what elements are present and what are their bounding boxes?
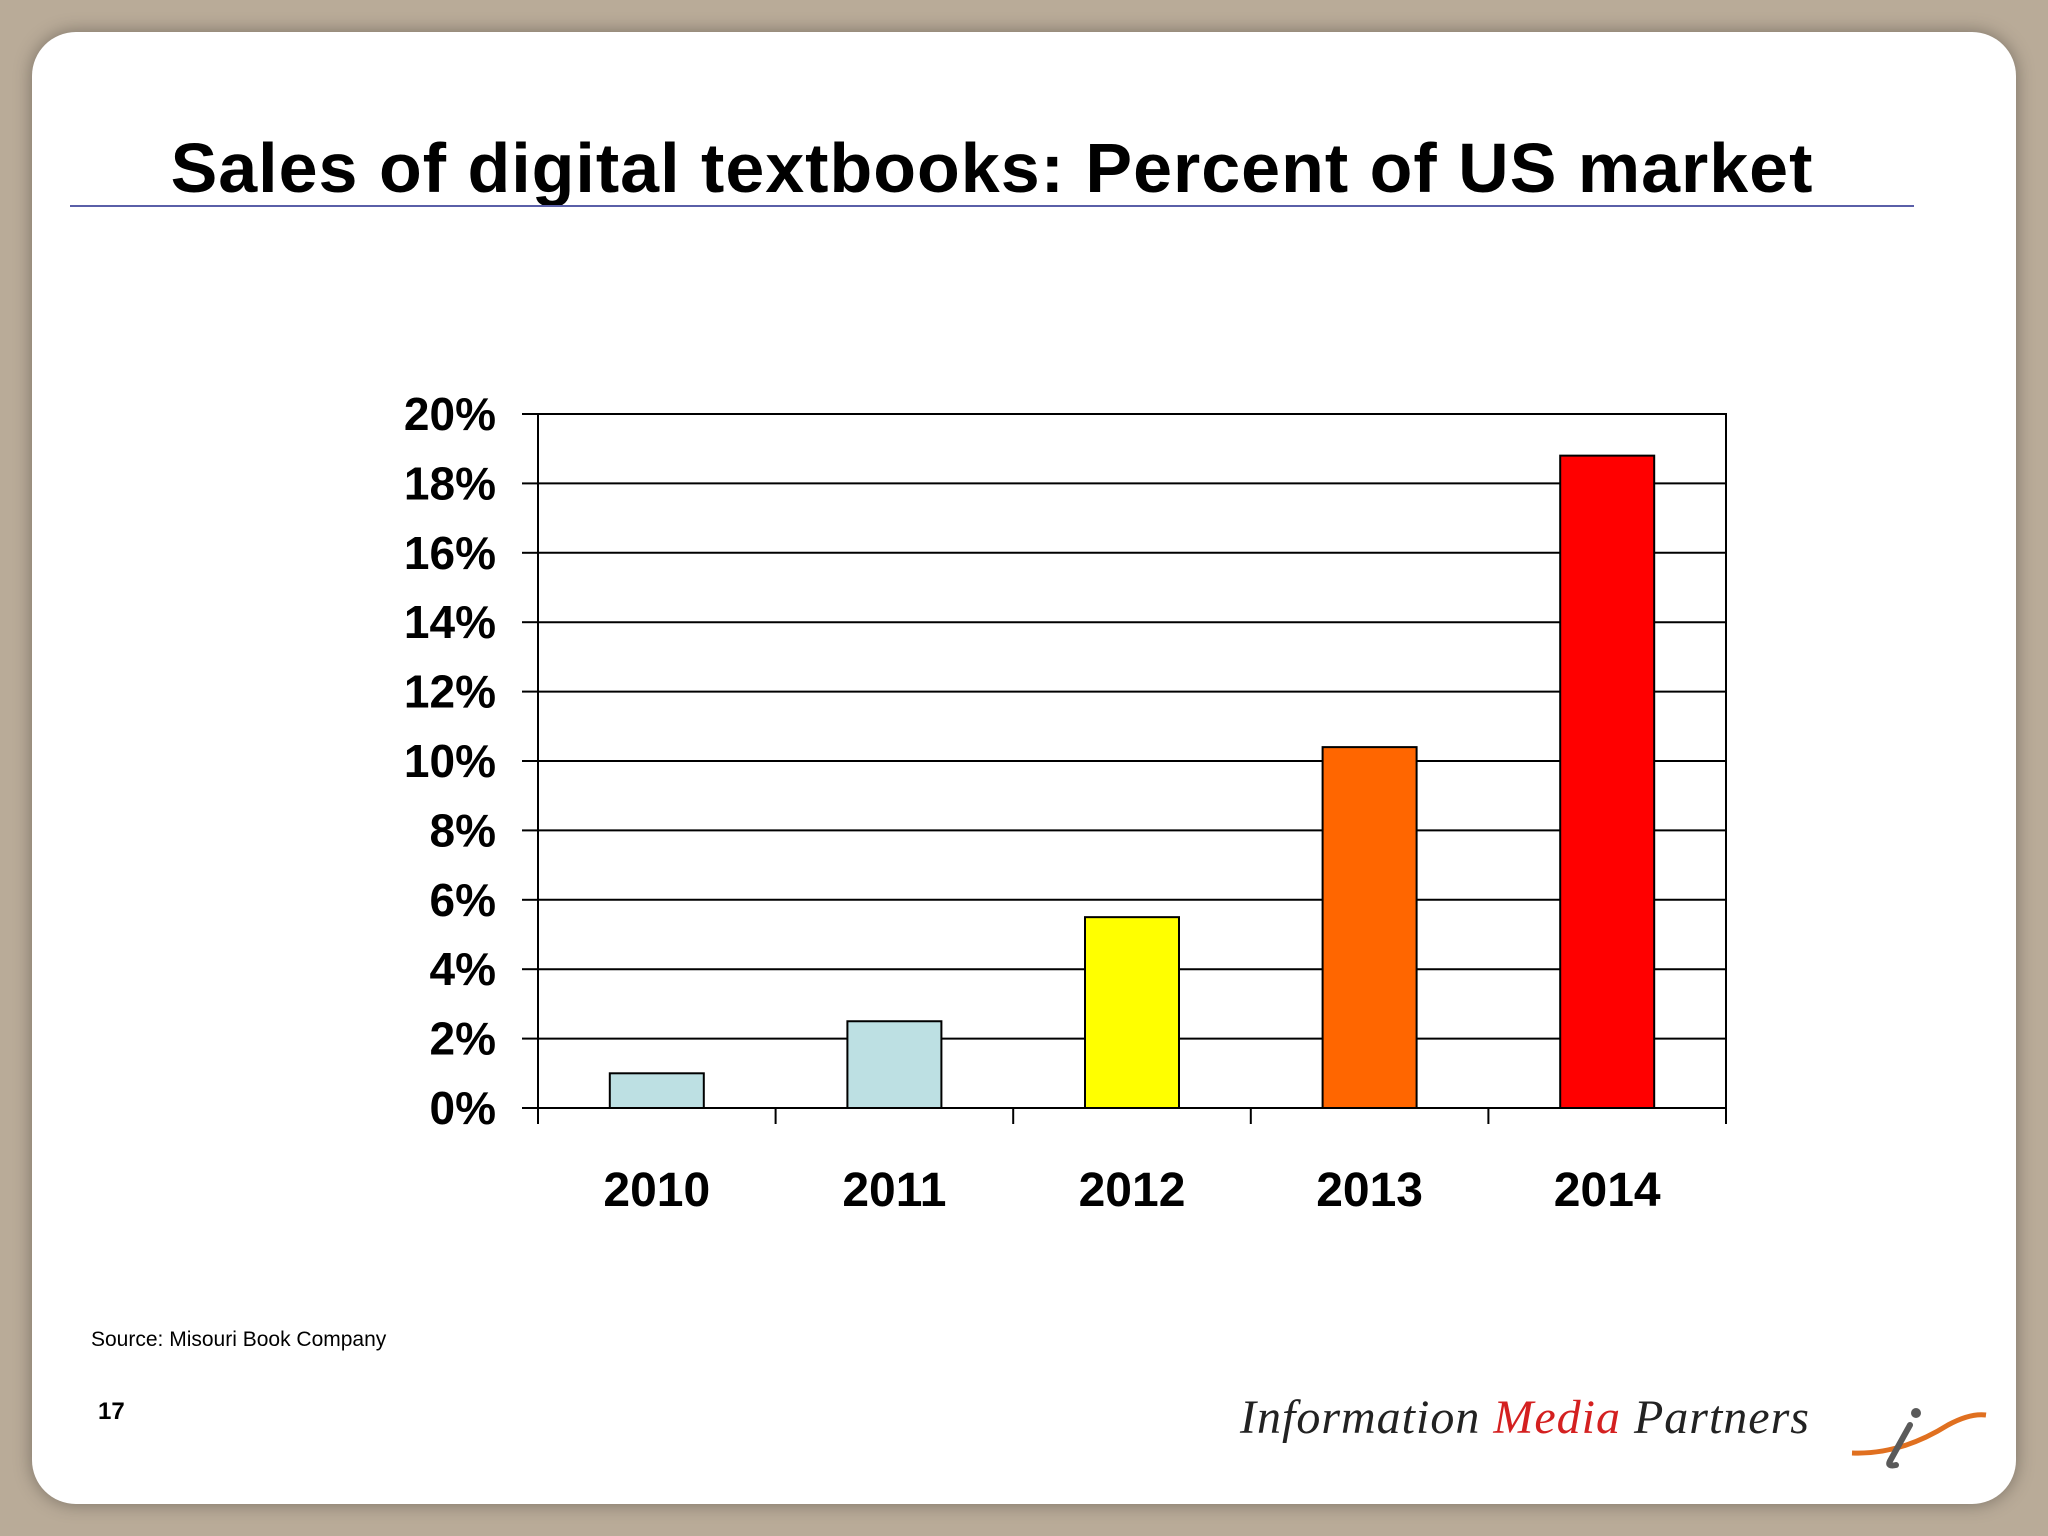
x-tick-label: 2013 xyxy=(1316,1164,1423,1217)
y-tick-label: 0% xyxy=(430,1082,496,1134)
logo-mark-icon xyxy=(1851,1408,1987,1469)
logo-word-partners: Partners xyxy=(1633,1391,1810,1444)
y-tick-label: 4% xyxy=(430,943,496,995)
source-note: Source: Misouri Book Company xyxy=(91,1328,387,1351)
bar-2013 xyxy=(1321,746,1418,1109)
logo-word-information: Information xyxy=(1240,1391,1481,1444)
title-divider xyxy=(70,205,1914,207)
bar-2010 xyxy=(608,1072,705,1110)
x-tick-label: 2012 xyxy=(1079,1164,1186,1217)
x-tick-label: 2011 xyxy=(842,1164,946,1217)
x-tick-label: 2010 xyxy=(603,1164,710,1217)
slide xyxy=(32,32,2016,1504)
y-tick-label: 6% xyxy=(430,874,496,926)
y-tick-label: 16% xyxy=(404,527,496,579)
y-tick-label: 14% xyxy=(404,596,496,648)
page-number: 17 xyxy=(98,1398,125,1425)
bar-2011 xyxy=(846,1020,943,1109)
y-tick-label: 12% xyxy=(404,666,496,718)
y-tick-label: 20% xyxy=(404,388,496,440)
company-logo: Information Media Partners xyxy=(1240,1390,1810,1445)
x-tick-label: 2014 xyxy=(1554,1164,1661,1217)
bar-2014 xyxy=(1559,454,1656,1109)
y-tick-label: 10% xyxy=(404,735,496,787)
y-tick-label: 8% xyxy=(430,804,496,856)
logo-word-media: Media xyxy=(1493,1391,1621,1444)
y-tick-label: 18% xyxy=(404,457,496,509)
y-tick-label: 2% xyxy=(430,1013,496,1065)
page-title: Sales of digital textbooks: Percent of U… xyxy=(170,129,1814,207)
bar-2012 xyxy=(1084,916,1180,1110)
